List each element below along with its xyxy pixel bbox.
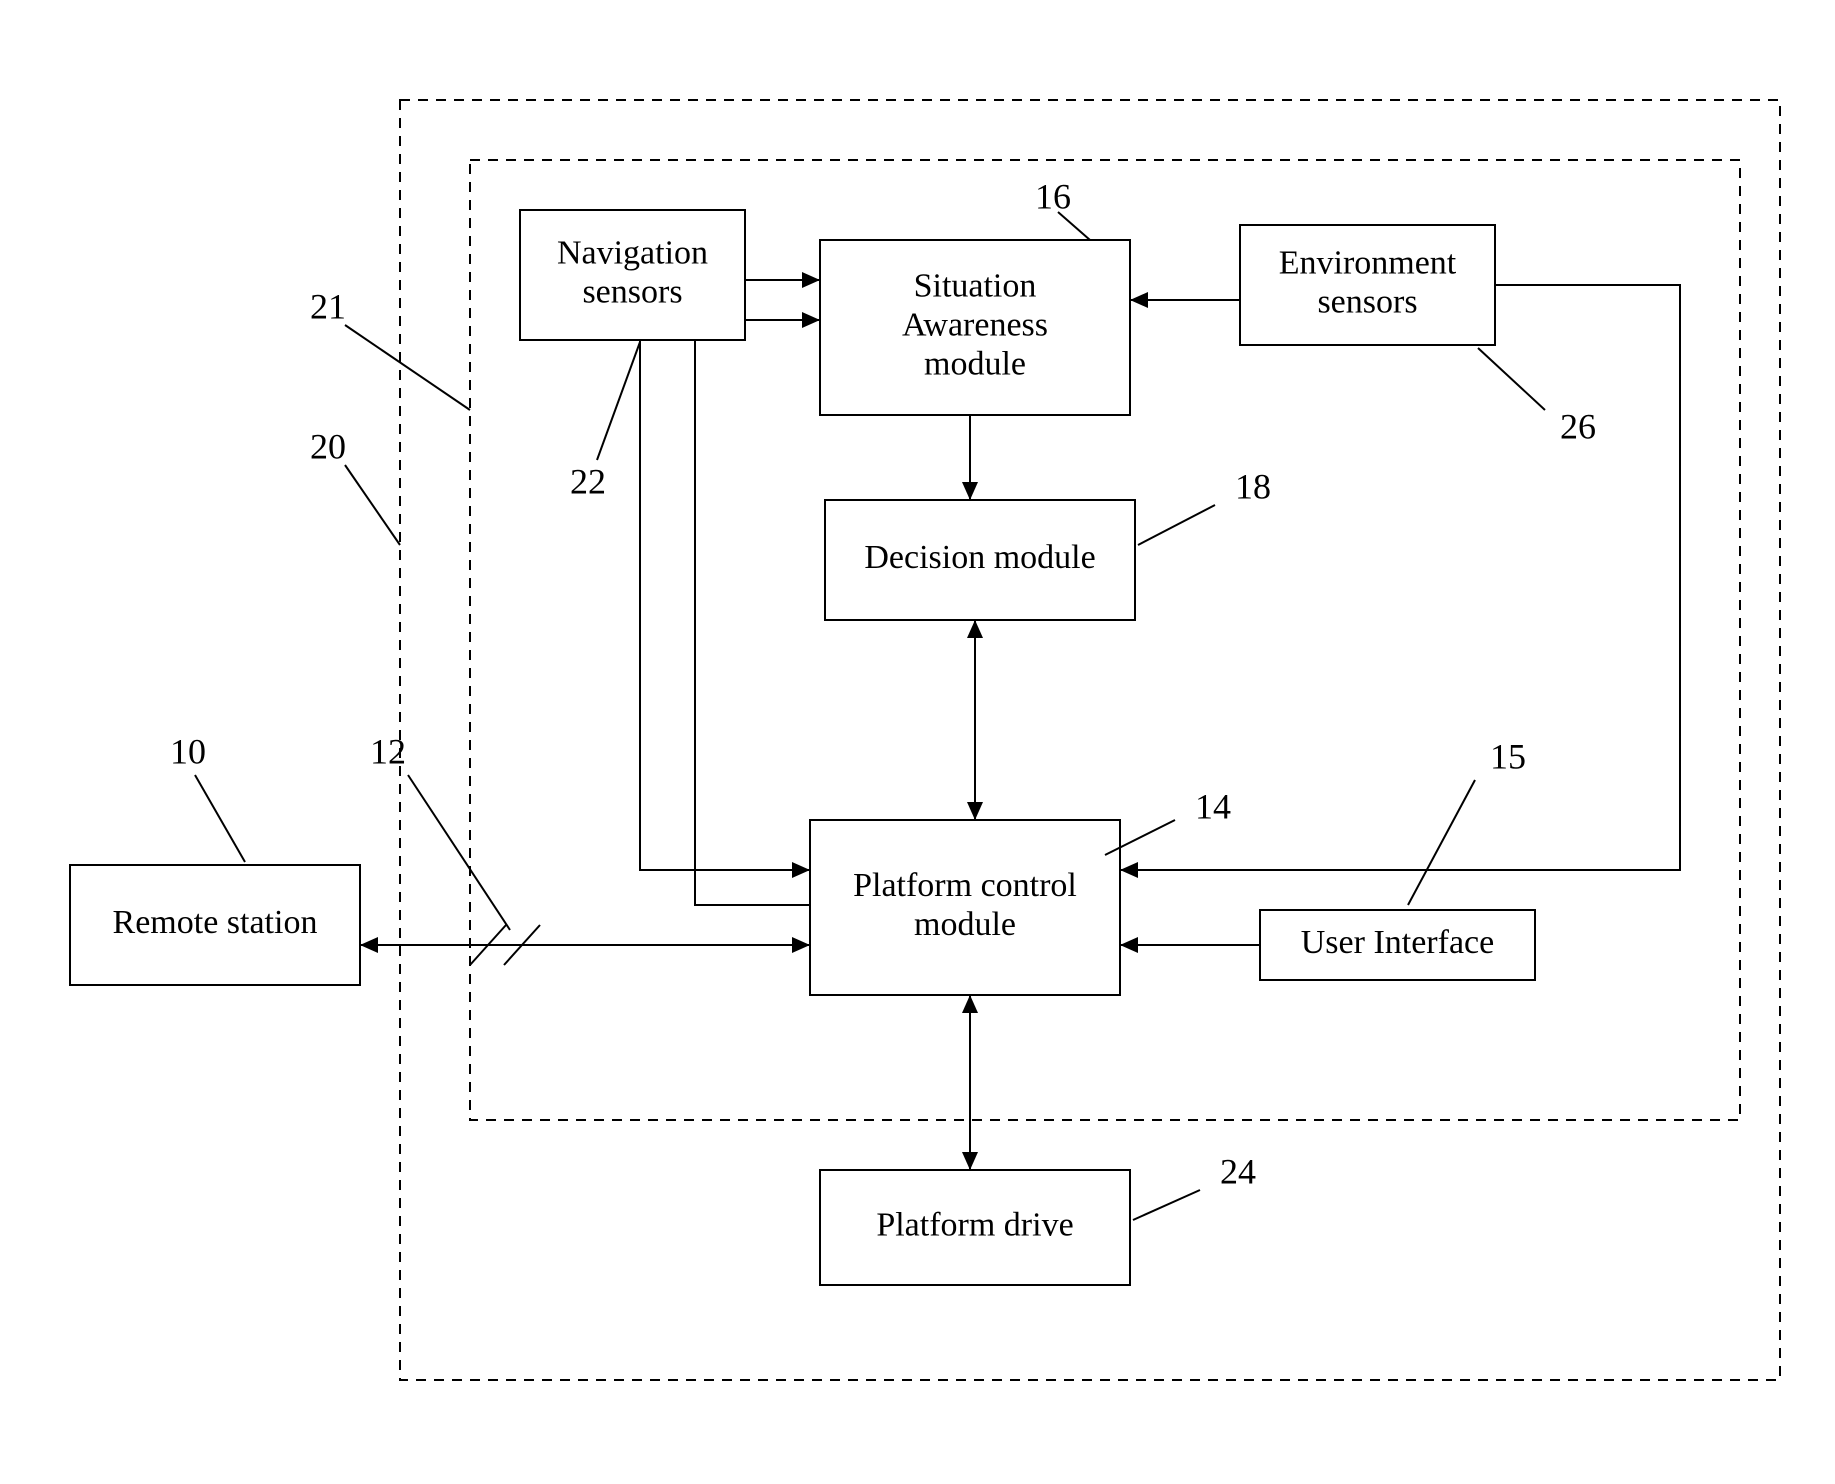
- leader-21: [345, 325, 470, 410]
- ref-15: 15: [1490, 736, 1526, 776]
- ref-18: 18: [1235, 466, 1271, 506]
- node-platform-control: Platform controlmodule: [810, 820, 1120, 995]
- leader-15: [1408, 780, 1475, 905]
- node-platform-drive: Platform drive: [820, 1170, 1130, 1285]
- edge-control-to-remote: [360, 925, 810, 965]
- ref-21: 21: [310, 286, 346, 326]
- node-user-interface: User Interface: [1260, 910, 1535, 980]
- node-label-user-interface: User Interface: [1301, 924, 1494, 961]
- node-decision: Decision module: [825, 500, 1135, 620]
- leader-22: [597, 342, 640, 460]
- node-situation: SituationAwarenessmodule: [820, 240, 1130, 415]
- ref-20: 20: [310, 426, 346, 466]
- leader-12: [408, 775, 510, 930]
- leader-20: [345, 465, 400, 545]
- node-label-decision: Decision module: [864, 539, 1095, 576]
- edge-control-to-situation: [695, 320, 820, 905]
- edge-env-to-control: [1120, 285, 1680, 870]
- ref-22: 22: [570, 461, 606, 501]
- node-label-remote-station: Remote station: [113, 904, 318, 941]
- ref-14: 14: [1195, 786, 1231, 826]
- leader-24: [1133, 1190, 1200, 1220]
- leader-10: [195, 775, 245, 862]
- node-label-platform-drive: Platform drive: [876, 1206, 1073, 1243]
- leader-18: [1138, 505, 1215, 545]
- ref-26: 26: [1560, 406, 1596, 446]
- nodes: Remote station Navigationsensors Situation…: [70, 210, 1535, 1285]
- block-diagram: Remote station Navigationsensors Situation…: [0, 0, 1835, 1484]
- edge-nav-to-control: [640, 340, 810, 870]
- node-nav-sensors: Navigationsensors: [520, 210, 745, 340]
- ref-10: 10: [170, 731, 206, 771]
- ref-12: 12: [370, 731, 406, 771]
- node-env-sensors: Environmentsensors: [1240, 225, 1495, 345]
- ref-24: 24: [1220, 1151, 1256, 1191]
- node-remote-station: Remote station: [70, 865, 360, 985]
- leader-26: [1478, 348, 1545, 410]
- ref-16: 16: [1035, 176, 1071, 216]
